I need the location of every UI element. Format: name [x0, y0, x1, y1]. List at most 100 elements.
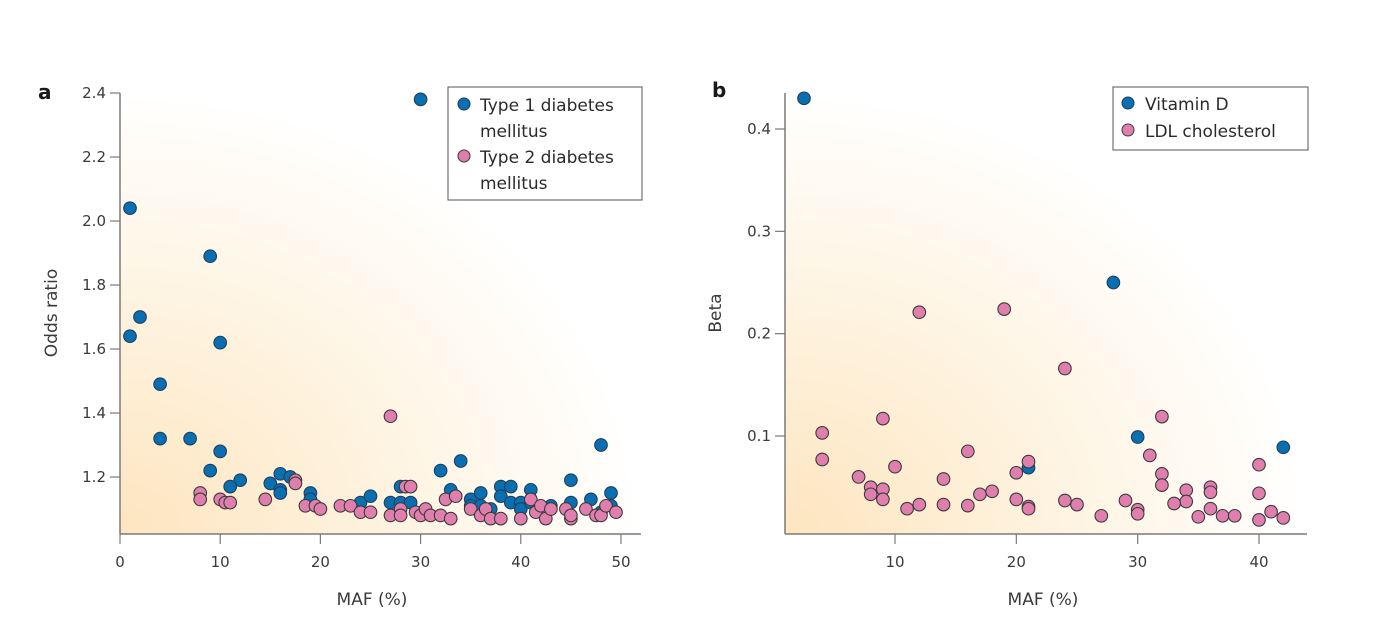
data-point-series2	[1252, 457, 1266, 472]
x-tick-label: 10	[211, 553, 230, 571]
data-point-series2	[815, 452, 830, 467]
x-tick-label: 30	[1128, 553, 1147, 571]
data-point-series2	[463, 502, 478, 516]
data-point-series1	[604, 486, 618, 500]
data-point-series2	[1264, 504, 1278, 519]
data-point-series1	[183, 431, 197, 446]
data-point-series2	[493, 511, 508, 526]
y-tick-label: 1.8	[82, 276, 106, 294]
legend-box	[1112, 86, 1309, 151]
legend-label-vitamin-d: Vitamin D	[1145, 95, 1229, 115]
data-point-series2	[960, 444, 975, 459]
data-point-series2	[1203, 485, 1218, 500]
data-point-series2	[393, 508, 408, 523]
data-point-series2	[1252, 513, 1266, 527]
data-point-series2	[1130, 506, 1145, 521]
data-point-series1	[153, 431, 167, 446]
data-point-series1	[453, 454, 468, 468]
data-point-series2	[888, 459, 902, 474]
data-point-series2	[609, 505, 623, 520]
data-point-series2	[513, 511, 528, 526]
data-point-series2	[1155, 409, 1169, 424]
data-point-series2	[1070, 497, 1084, 512]
data-point-series2	[912, 497, 927, 512]
y-tick-label: 1.2	[82, 468, 106, 486]
data-point-series2	[997, 302, 1012, 316]
x-tick-label: 20	[1007, 553, 1026, 571]
data-point-series2	[223, 495, 238, 510]
data-point-series2	[193, 492, 208, 507]
y-tick-label: 2.0	[82, 212, 106, 230]
plot-background	[785, 93, 1307, 534]
data-point-series1	[1276, 440, 1291, 455]
data-point-series2	[258, 492, 273, 507]
data-point-series2	[313, 502, 328, 516]
data-point-series2	[1021, 501, 1036, 516]
data-point-series2	[383, 409, 398, 424]
data-point-series1	[123, 329, 137, 344]
x-tick-label: 10	[885, 553, 904, 571]
data-point-series2	[448, 489, 463, 504]
data-point-series2	[815, 426, 830, 440]
axis-ticks: 10 20 30 40 0.1 0.2 0.3 0.4	[747, 120, 1268, 571]
data-point-series1	[1130, 430, 1145, 444]
data-point-series1	[223, 479, 238, 494]
x-tick-label: 40	[511, 553, 530, 571]
legend-marker-ldl	[1121, 123, 1135, 137]
y-tick-label: 0.3	[747, 222, 771, 240]
data-point-series2	[544, 502, 558, 516]
y-tick-label: 1.4	[82, 404, 106, 422]
y-tick-label: 2.4	[82, 84, 106, 102]
data-point-series2	[1118, 493, 1133, 508]
data-point-series2	[1155, 478, 1169, 492]
data-point-series2	[1094, 508, 1109, 523]
panel-label: a	[38, 80, 52, 104]
data-point-series2	[363, 505, 378, 520]
legend-label-ldl: LDL cholesterol	[1145, 122, 1276, 142]
data-point-series2	[985, 484, 999, 499]
data-point-series2	[960, 498, 975, 513]
legend-label-type2-line2: mellitus	[480, 174, 548, 194]
data-point-series2	[1021, 454, 1036, 469]
panel-b: b 10 20 30 40 0.1 0.2 0.3 0.4 MAF (%) Beta Vita…	[706, 78, 1309, 610]
data-point-series2	[1191, 509, 1206, 524]
data-point-series2	[1058, 361, 1072, 376]
legend-label-type1-line1: Type 1 diabetes	[479, 96, 614, 116]
legend-label-type2-line1: Type 2 diabetes	[479, 148, 614, 168]
data-point-series2	[1179, 483, 1194, 498]
data-point-series2	[579, 502, 593, 516]
data-point-series2	[523, 492, 538, 507]
x-axis-title: MAF (%)	[1008, 590, 1079, 610]
data-point-series1	[433, 463, 448, 478]
data-point-series2	[1058, 493, 1072, 508]
data-point-series1	[564, 473, 578, 488]
data-point-series2	[343, 498, 358, 513]
y-tick-label: 0.2	[747, 325, 771, 343]
legend-marker-type1	[457, 97, 471, 111]
y-tick-label: 0.1	[747, 427, 771, 445]
data-point-series1	[203, 463, 218, 478]
data-point-series2	[912, 305, 927, 320]
x-tick-label: 40	[1249, 553, 1268, 571]
data-point-series2	[936, 472, 951, 486]
data-point-series1	[363, 489, 378, 504]
data-points	[123, 92, 623, 526]
data-point-series1	[263, 476, 278, 491]
data-point-series1	[233, 473, 248, 488]
data-point-series2	[1227, 508, 1242, 523]
legend-marker-vitamin-d	[1121, 96, 1135, 110]
data-point-series2	[443, 511, 458, 526]
data-point-series2	[1167, 496, 1181, 511]
data-point-series1	[493, 489, 508, 504]
data-point-series1	[213, 444, 228, 459]
legend: Vitamin D LDL cholesterol	[1112, 86, 1309, 151]
legend-marker-type2	[457, 149, 471, 163]
data-point-series2	[403, 479, 418, 494]
data-point-series2	[863, 487, 878, 502]
data-point-series1	[797, 91, 811, 106]
data-point-series2	[288, 476, 303, 491]
data-point-series2	[1142, 448, 1157, 463]
legend-label-type1-line2: mellitus	[480, 122, 548, 142]
data-point-series2	[1276, 511, 1291, 525]
data-point-series2	[876, 492, 890, 507]
